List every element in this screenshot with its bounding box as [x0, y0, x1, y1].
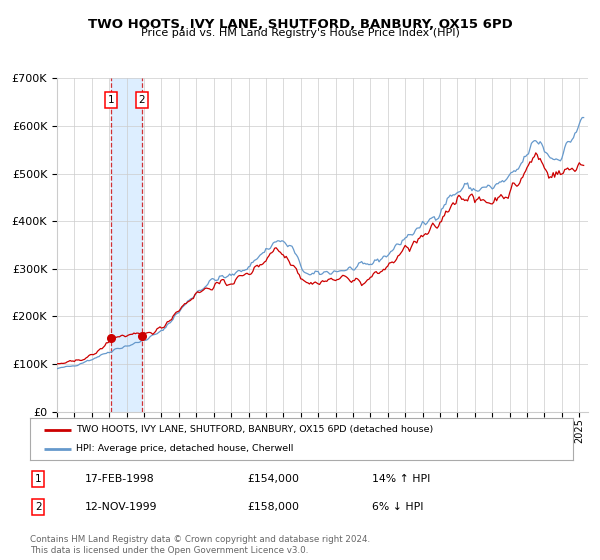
Text: Price paid vs. HM Land Registry's House Price Index (HPI): Price paid vs. HM Land Registry's House … — [140, 28, 460, 38]
Bar — [112, 78, 142, 412]
Text: £158,000: £158,000 — [247, 502, 299, 512]
Text: 12-NOV-1999: 12-NOV-1999 — [85, 502, 157, 512]
Text: 2: 2 — [139, 95, 145, 105]
Text: 17-FEB-1998: 17-FEB-1998 — [85, 474, 154, 484]
Text: TWO HOOTS, IVY LANE, SHUTFORD, BANBURY, OX15 6PD (detached house): TWO HOOTS, IVY LANE, SHUTFORD, BANBURY, … — [76, 425, 433, 434]
Text: 1: 1 — [35, 474, 41, 484]
Text: 6% ↓ HPI: 6% ↓ HPI — [372, 502, 424, 512]
Text: 1: 1 — [108, 95, 115, 105]
Text: TWO HOOTS, IVY LANE, SHUTFORD, BANBURY, OX15 6PD: TWO HOOTS, IVY LANE, SHUTFORD, BANBURY, … — [88, 18, 512, 31]
Text: HPI: Average price, detached house, Cherwell: HPI: Average price, detached house, Cher… — [76, 445, 293, 454]
Text: £154,000: £154,000 — [247, 474, 299, 484]
Text: 14% ↑ HPI: 14% ↑ HPI — [372, 474, 430, 484]
Text: 2: 2 — [35, 502, 41, 512]
Text: Contains HM Land Registry data © Crown copyright and database right 2024.
This d: Contains HM Land Registry data © Crown c… — [30, 535, 370, 555]
